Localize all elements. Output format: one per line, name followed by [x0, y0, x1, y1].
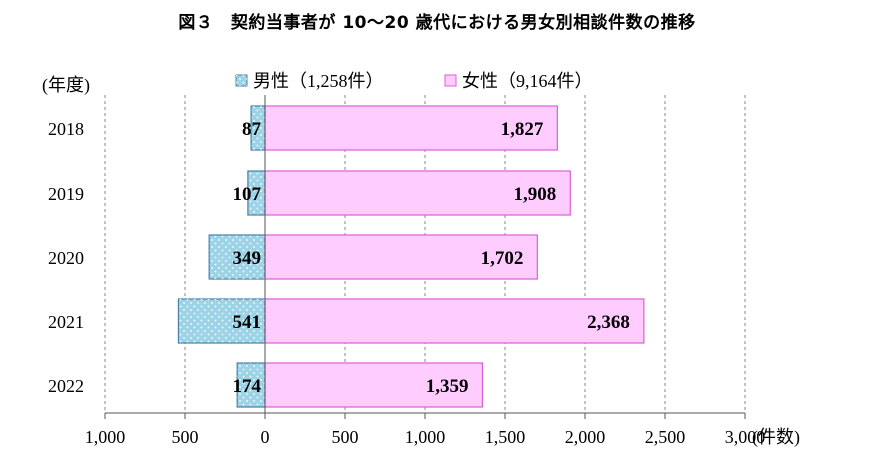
male-value-label: 349	[233, 248, 262, 269]
male-value-label: 174	[233, 376, 262, 397]
male-value-label: 87	[242, 119, 262, 140]
x-tick-label: 1,500	[485, 427, 526, 447]
gridlines	[104, 95, 746, 413]
category-label: 2022	[48, 376, 84, 396]
x-tick-label: 3,000	[725, 427, 766, 447]
male-value-label: 107	[233, 184, 262, 205]
male-bar-2020-pattern	[209, 235, 265, 279]
chart-title: 図３ 契約当事者が 10〜20 歳代における男女別相談件数の推移	[178, 13, 696, 33]
x-tick-label: 0	[261, 427, 270, 447]
female-bar-2021	[264, 298, 645, 344]
male-bar-2019-pattern	[247, 171, 265, 215]
x-tick-label: 1,000	[405, 427, 446, 447]
labels: (年度) 2018 2019 2020 2021 2022 87 107 349 541 174 1,…	[42, 75, 630, 397]
legend-label-female: 女性（9,164件）	[462, 71, 593, 91]
female-value-label: 1,359	[426, 376, 469, 397]
legend-swatch-female	[444, 74, 457, 87]
category-label: 2021	[48, 312, 84, 332]
x-tick-label: 1,000	[85, 427, 126, 447]
legend-label-male: 男性（1,258件）	[253, 71, 384, 91]
female-bar-2019	[264, 170, 571, 216]
male-value-label: 541	[233, 312, 262, 333]
legend: 男性（1,258件） 女性（9,164件）	[235, 71, 593, 91]
female-value-label: 1,827	[501, 119, 544, 140]
x-tick-label: 2,500	[645, 427, 686, 447]
category-label: 2018	[48, 119, 84, 139]
x-tick-label: 500	[172, 427, 199, 447]
female-bar-2020	[264, 234, 538, 280]
female-value-label: 1,702	[481, 248, 524, 269]
legend-swatch-pattern	[236, 75, 247, 86]
male-bar-2018-pattern	[251, 106, 265, 150]
male-bar-2022-pattern	[237, 363, 265, 407]
x-tick-label: 500	[332, 427, 359, 447]
x-axis-unit-label: (件数)	[752, 427, 800, 448]
male-bar-2021-pattern	[178, 299, 265, 343]
bars	[177, 105, 645, 408]
female-value-label: 2,368	[587, 312, 630, 333]
category-label: 2019	[48, 184, 84, 204]
female-value-label: 1,908	[514, 184, 557, 205]
x-tick-label: 2,000	[565, 427, 606, 447]
x-axis: 1,000 500 0 500 1,000 1,500 2,000 2,500 3,000(件数…	[85, 95, 800, 448]
category-label: 2020	[48, 248, 84, 268]
y-axis-label: (年度)	[42, 75, 90, 96]
